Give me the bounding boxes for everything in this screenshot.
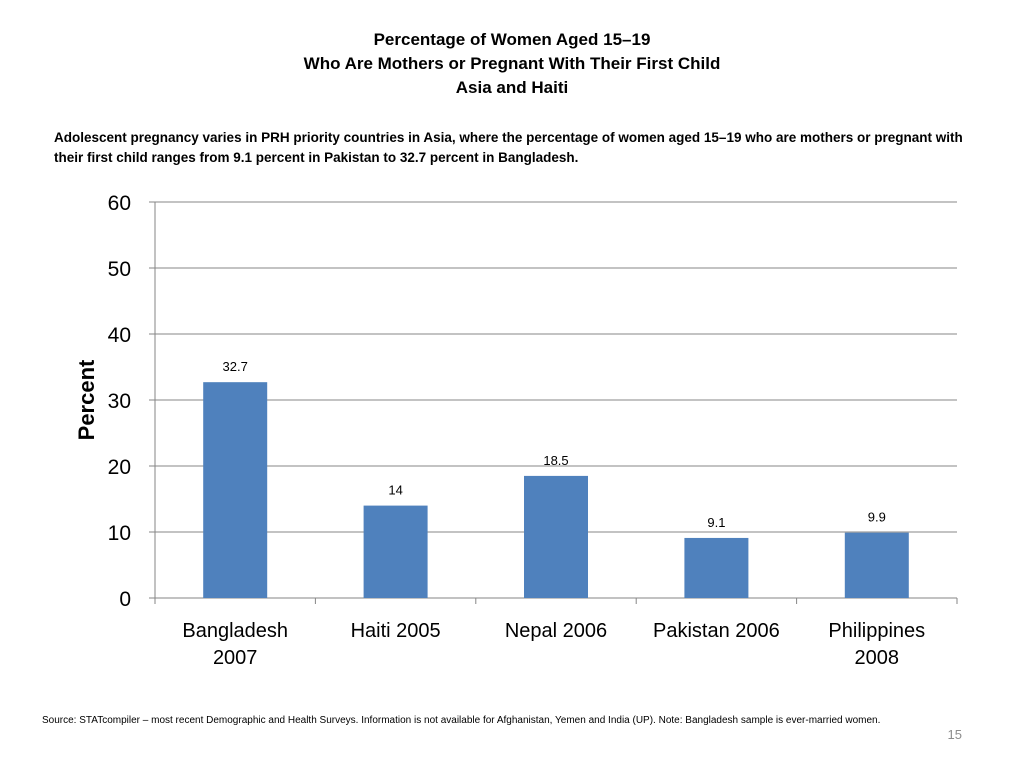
x-tick-label: Philippines xyxy=(828,620,925,642)
title-line-2: Who Are Mothers or Pregnant With Their F… xyxy=(303,54,721,73)
x-tick-labels: Bangladesh 2007 Haiti 2005 Nepal 2006 Pakist… xyxy=(182,620,925,669)
chart-subtitle: Adolescent pregnancy varies in PRH prior… xyxy=(54,130,963,165)
bar xyxy=(524,475,588,598)
y-tick-label: 30 xyxy=(108,390,131,413)
y-tick-label: 10 xyxy=(108,522,131,545)
bar-chart: 32.7 14 18.5 9.1 9.9 0 10 20 30 40 50 60 Banglades… xyxy=(74,192,958,669)
bar xyxy=(363,505,428,598)
bar xyxy=(844,532,909,598)
y-axis-label: Percent xyxy=(74,359,99,440)
bar xyxy=(203,382,268,598)
x-tick-label: 2008 xyxy=(855,647,900,669)
y-tick-label: 0 xyxy=(119,588,131,611)
title-line-1: Percentage of Women Aged 15–19 xyxy=(373,30,651,49)
chart-title: Percentage of Women Aged 15–19 Who Are M… xyxy=(0,28,1024,100)
data-labels: 32.7 14 18.5 9.1 9.9 xyxy=(223,359,886,530)
x-tick-label: Bangladesh xyxy=(182,620,288,642)
data-label: 18.5 xyxy=(543,453,568,468)
title-line-3: Asia and Haiti xyxy=(455,78,569,97)
bars xyxy=(203,382,909,598)
x-tick-label: Nepal 2006 xyxy=(505,620,607,642)
x-tick-label: Pakistan 2006 xyxy=(653,620,780,642)
gridlines xyxy=(155,201,957,533)
x-tick-label: 2007 xyxy=(213,647,258,669)
y-tick-labels: 0 10 20 30 40 50 60 xyxy=(108,192,131,611)
bar xyxy=(684,537,749,598)
y-tick-label: 40 xyxy=(108,324,131,347)
source-note: Source: STATcompiler – most recent Demog… xyxy=(42,715,881,726)
x-tick-label: Haiti 2005 xyxy=(351,620,441,642)
data-label: 14 xyxy=(388,483,402,498)
y-tick-label: 60 xyxy=(108,192,131,215)
page-number: 15 xyxy=(947,727,962,742)
y-tick-label: 20 xyxy=(108,456,131,479)
data-label: 32.7 xyxy=(223,359,248,374)
data-label: 9.9 xyxy=(868,510,886,525)
y-tick-label: 50 xyxy=(108,258,131,281)
data-label: 9.1 xyxy=(707,515,725,530)
